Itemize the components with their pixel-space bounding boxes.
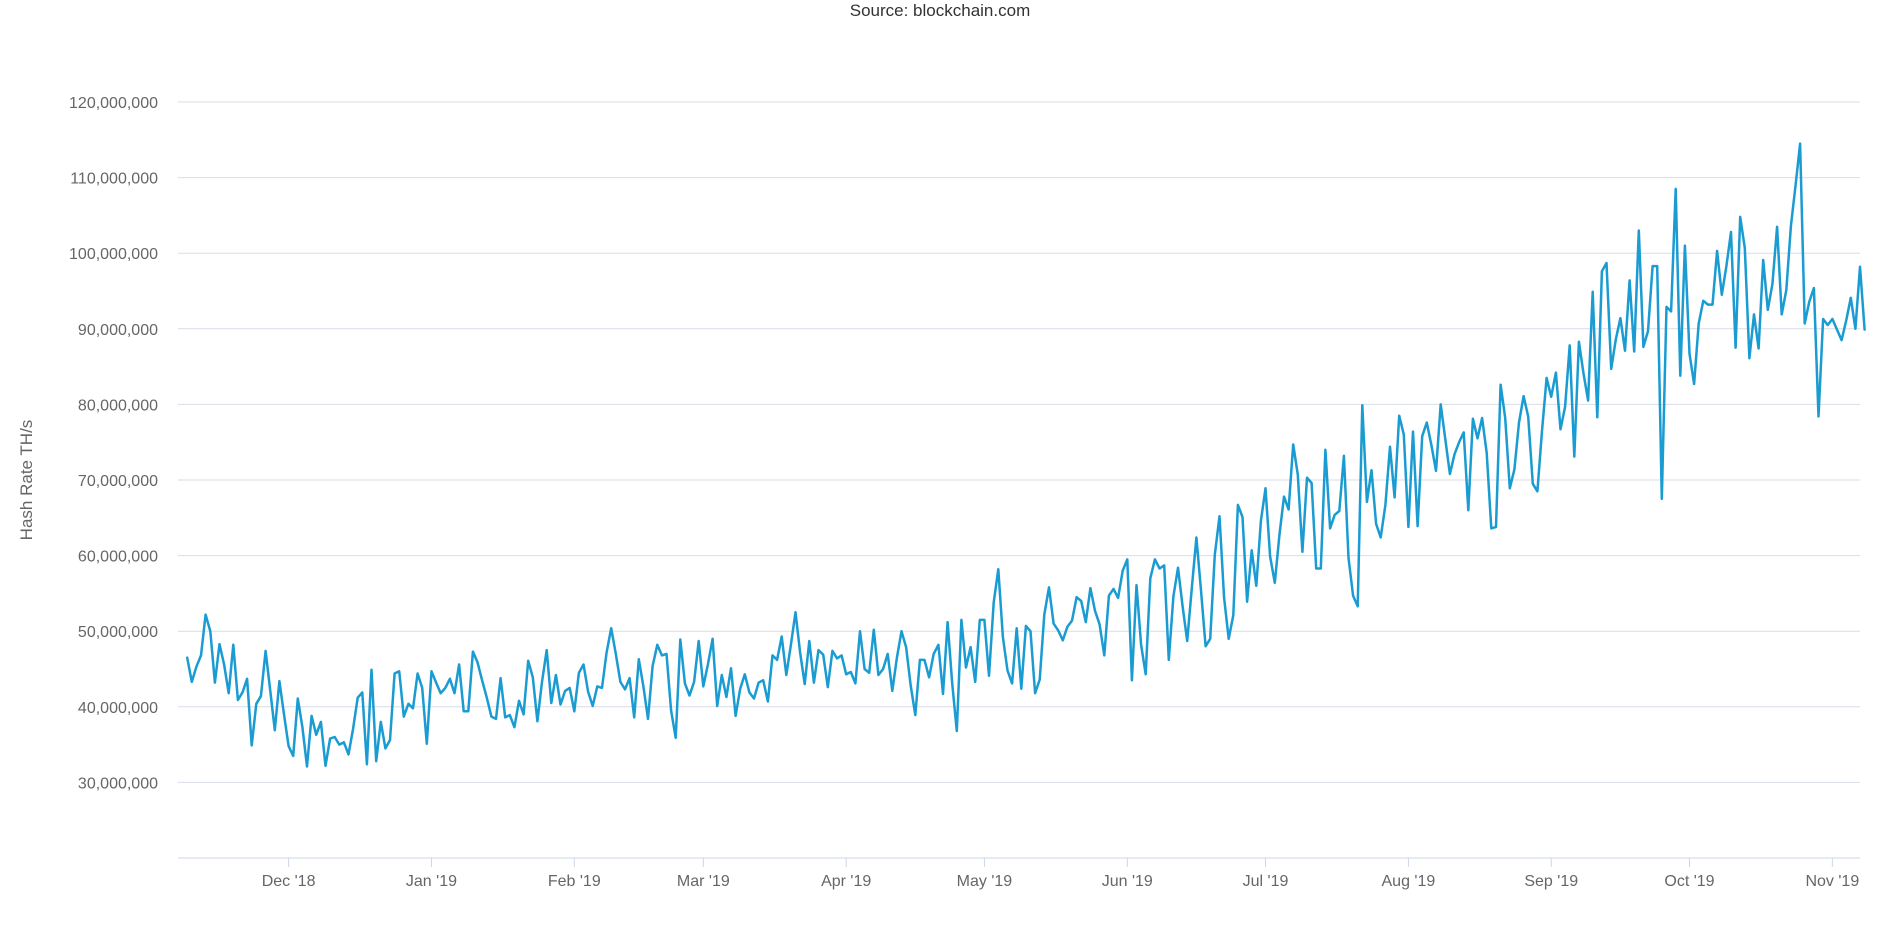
x-tick-label: May '19 (957, 873, 1013, 890)
y-tick-label: 40,000,000 (78, 700, 158, 717)
x-tick-label: Feb '19 (548, 873, 601, 890)
x-tick-label: Dec '18 (262, 873, 316, 890)
x-tick-label: Jan '19 (406, 873, 457, 890)
x-tick-label: Aug '19 (1382, 873, 1436, 890)
y-tick-label: 50,000,000 (78, 624, 158, 641)
y-tick-label: 70,000,000 (78, 473, 158, 490)
x-tick-label: Nov '19 (1805, 873, 1859, 890)
y-tick-label: 110,000,000 (70, 171, 158, 188)
y-tick-label: 80,000,000 (78, 397, 158, 414)
y-tick-label: 60,000,000 (78, 549, 158, 566)
y-axis-ticks: 30,000,000 40,000,000 50,000,000 60,000,000… (69, 95, 158, 792)
x-tick-label: Mar '19 (677, 873, 730, 890)
chart-source: Source: blockchain.com (850, 1, 1030, 20)
x-axis-ticks: Dec '18 Jan '19 Feb '19 Mar '19 Apr '19 May '… (262, 858, 1859, 890)
y-tick-label: 100,000,000 (69, 246, 158, 263)
hash-rate-series-line[interactable] (185, 142, 1866, 768)
x-tick-label: Jun '19 (1102, 873, 1153, 890)
y-tick-label: 120,000,000 (69, 95, 158, 112)
x-tick-label: Sep '19 (1524, 873, 1578, 890)
y-tick-label: 30,000,000 (78, 775, 158, 792)
y-tick-label: 90,000,000 (78, 322, 158, 339)
x-tick-label: Oct '19 (1664, 873, 1714, 890)
y-axis-label: Hash Rate TH/s (17, 420, 36, 541)
x-tick-label: Jul '19 (1243, 873, 1289, 890)
grid-lines (178, 101, 1860, 783)
x-tick-label: Apr '19 (821, 873, 871, 890)
